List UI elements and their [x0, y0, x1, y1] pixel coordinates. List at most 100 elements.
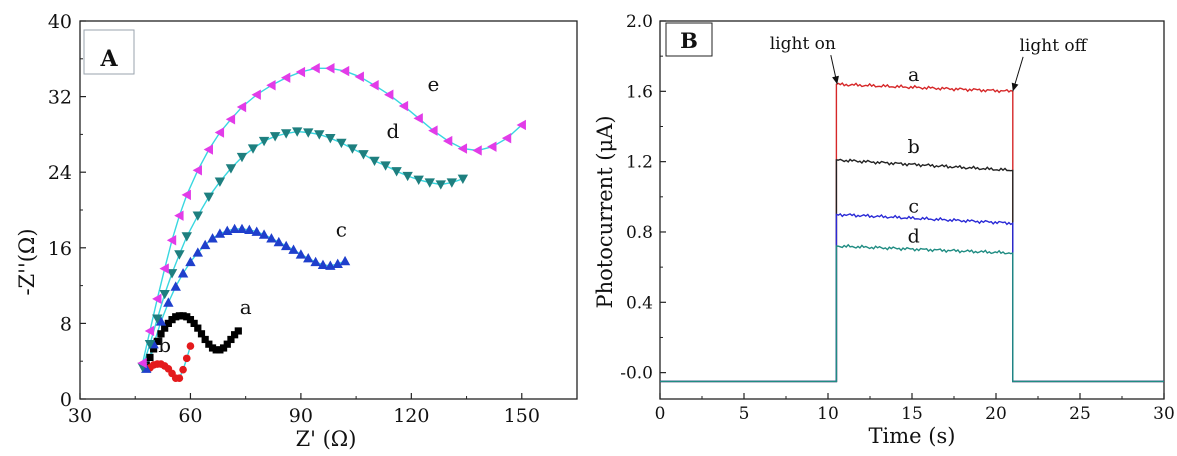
- y-tick-label: 16: [48, 238, 72, 260]
- data-point-d: [457, 174, 469, 185]
- data-point-d: [166, 269, 178, 279]
- series-line-d: [660, 243, 1164, 383]
- series-line-b: [660, 158, 1164, 383]
- data-point-d: [336, 138, 347, 149]
- x-tick-label: 150: [504, 405, 540, 427]
- data-point-d: [258, 136, 270, 147]
- data-point-e: [384, 89, 394, 100]
- data-point-e: [310, 63, 320, 74]
- annotation-arrowhead: [1011, 82, 1019, 92]
- photocurrent-plot: B 0 5 10 15 20 25 30 -0.0 0.4 0.8 1.2 1.6 2.0 a b cd li…: [593, 12, 1175, 448]
- data-point-a: [234, 327, 242, 335]
- data-point-e: [225, 114, 236, 125]
- data-point-c: [214, 228, 226, 238]
- data-point-b: [179, 365, 187, 374]
- data-point-a: [164, 319, 172, 327]
- y-tick-label: 24: [48, 162, 72, 184]
- data-point-e: [354, 71, 364, 82]
- data-point-d: [303, 128, 314, 138]
- data-point-a: [146, 353, 154, 362]
- curve-label-e: e: [428, 72, 440, 96]
- data-point-e: [192, 165, 202, 176]
- y-tick-label: -0.0: [620, 364, 653, 384]
- data-point-c: [177, 268, 189, 278]
- data-point-c: [266, 233, 277, 243]
- data-point-a: [208, 344, 217, 352]
- data-point-d: [347, 144, 358, 154]
- y-tick-label: 32: [48, 87, 72, 109]
- data-point-d: [391, 167, 402, 177]
- x-axis-label: Time (s): [869, 424, 956, 448]
- annotation-label: light on: [770, 34, 836, 54]
- curve-label-d: d: [908, 226, 920, 248]
- y-tick-label: 0: [60, 389, 72, 411]
- y-tick-label: 0.8: [626, 223, 653, 243]
- data-point-d: [446, 178, 458, 188]
- data-point-c: [339, 255, 351, 266]
- data-point-d: [269, 132, 281, 142]
- data-point-c: [244, 224, 255, 235]
- data-point-b: [186, 342, 195, 350]
- data-point-d: [280, 129, 292, 139]
- data-point-e: [325, 63, 335, 74]
- data-point-e: [487, 141, 497, 152]
- y-tick-label: 1.6: [626, 82, 653, 102]
- y-axis-label: -Z''(Ω): [15, 228, 39, 295]
- data-point-e: [159, 263, 169, 274]
- y-tick-label: 0.4: [626, 293, 653, 313]
- panel-label-b: B: [680, 28, 698, 53]
- panel-label-box: [83, 29, 135, 75]
- data-point-d: [413, 175, 424, 185]
- data-point-a: [190, 319, 198, 327]
- data-point-e: [137, 357, 147, 369]
- x-tick-label: 5: [739, 404, 750, 424]
- x-axis-label: Z' (Ω): [296, 427, 357, 451]
- y-axis-label: Photocurrent (μA): [593, 115, 617, 308]
- nyquist-plot: A 30 60 90 120 150 0 8 16 24 32 40 a b c d e Z' (Ω) -Z…: [15, 11, 578, 451]
- x-tick-label: 30: [1153, 404, 1175, 424]
- data-point-a: [172, 313, 180, 321]
- data-point-e: [442, 135, 453, 147]
- data-point-d: [325, 134, 336, 144]
- data-point-d: [225, 164, 237, 174]
- data-point-e: [181, 189, 191, 201]
- data-point-a: [186, 316, 195, 324]
- data-point-c: [155, 316, 167, 326]
- data-point-c: [303, 252, 314, 263]
- panel-a-nyquist-chart: A 30 60 90 120 150 0 8 16 24 32 40 a b c d e Z' (Ω) -Z…: [0, 0, 590, 452]
- data-point-a: [179, 312, 187, 320]
- curve-label-c: c: [336, 217, 347, 241]
- data-point-d: [424, 178, 435, 188]
- data-point-a: [227, 335, 235, 344]
- data-point-a: [194, 324, 202, 332]
- data-point-c: [280, 240, 292, 251]
- data-point-c: [163, 297, 174, 307]
- data-point-b: [182, 354, 191, 363]
- annotation-arrowhead: [832, 75, 839, 85]
- plot-area-frame: [659, 20, 1165, 400]
- curve-label-d: d: [387, 119, 400, 143]
- data-point-e: [203, 144, 214, 155]
- data-point-e: [166, 235, 177, 246]
- data-point-d: [159, 289, 170, 300]
- data-point-e: [214, 127, 225, 138]
- data-point-a: [150, 345, 158, 353]
- data-point-e: [339, 65, 350, 77]
- data-point-d: [358, 150, 369, 160]
- data-point-a: [201, 335, 209, 344]
- data-point-d: [380, 161, 391, 171]
- data-point-d: [144, 340, 156, 350]
- annotation-label: light off: [1019, 36, 1088, 56]
- data-point-a: [183, 313, 191, 321]
- curve-label-a: a: [908, 64, 919, 86]
- data-point-b: [175, 374, 184, 383]
- data-point-e: [266, 80, 276, 91]
- x-tick-label: 90: [289, 405, 313, 427]
- y-tick-label: 40: [48, 11, 72, 33]
- x-tick-label: 25: [1069, 404, 1091, 424]
- data-point-c: [185, 256, 196, 267]
- data-point-d: [402, 171, 413, 182]
- data-point-a: [212, 346, 220, 354]
- y-tick-label: 1.2: [626, 153, 653, 173]
- data-point-e: [236, 101, 247, 113]
